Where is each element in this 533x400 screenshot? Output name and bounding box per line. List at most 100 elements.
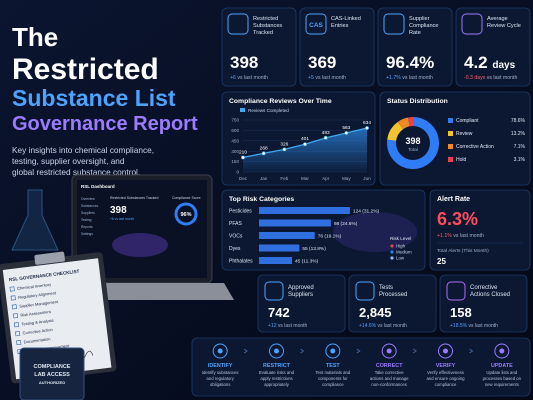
category-label: Phthalates xyxy=(229,259,253,265)
step-desc: Update lists and xyxy=(486,370,517,375)
kpi-label: Compliance xyxy=(409,23,439,29)
kpi-card xyxy=(257,274,346,333)
legend-label: Corrective Action xyxy=(456,144,494,150)
score-ring xyxy=(174,202,198,226)
kpi-value-line: 398 xyxy=(230,53,258,72)
value-label: 76 (19.1%) xyxy=(318,234,342,240)
step-icon xyxy=(381,343,397,359)
kpi-card xyxy=(299,7,375,87)
kpi-value: 398 xyxy=(230,53,258,72)
donut-panel xyxy=(379,91,531,186)
donut-slice xyxy=(386,117,439,169)
category-label: PFAS xyxy=(229,221,242,227)
step-desc: and regulatory xyxy=(206,376,234,381)
kpi-value-line: 369 xyxy=(308,53,336,72)
chart-title: Top Risk Categories xyxy=(229,196,294,203)
step-icon-dot xyxy=(330,348,336,354)
laptop-kpi-label: Restricted Substances Tracked xyxy=(110,196,158,200)
alert-delta-note: vs last month xyxy=(453,233,484,239)
title-line: Substance List xyxy=(12,85,176,111)
kpi-value-line: 96.4% xyxy=(386,53,434,72)
kpi-delta-note: vs last month xyxy=(487,75,518,81)
donut-slice xyxy=(387,121,404,141)
laptop-menu-item: Overview xyxy=(81,197,95,201)
value-label: 7.1% xyxy=(514,144,526,150)
badge xyxy=(19,347,85,400)
laptop-kpi-value: 398 xyxy=(110,205,127,216)
kpi-delta-line: +14.6% vs last month xyxy=(359,323,407,329)
kpi-value: 96.4% xyxy=(386,53,434,72)
kpi-value: 4.2 xyxy=(464,53,492,72)
line-point xyxy=(282,147,287,152)
kpi-value: 2,845 xyxy=(359,305,392,320)
step-desc: and ensure ongoing xyxy=(427,376,466,381)
kpi-value-line: 4.2 days xyxy=(464,53,516,72)
step-desc: Verify effectiveness xyxy=(427,370,464,375)
data-label: 210 xyxy=(239,149,247,155)
kpi-icon xyxy=(264,281,284,301)
alert-delta: +1.1% xyxy=(437,233,453,239)
y-tick-label: 450 xyxy=(231,138,239,143)
kpi-delta-line: +12 vs last month xyxy=(268,323,308,329)
kpi-label: Restricted xyxy=(253,16,278,22)
x-tick-label: Mar xyxy=(301,176,309,181)
value-label: 13.2% xyxy=(511,131,526,137)
step-icon xyxy=(438,343,453,359)
legend-label: Reviews Completed xyxy=(248,108,289,113)
checklist-item: Testing & Analysis xyxy=(21,318,54,327)
data-label: 401 xyxy=(301,136,309,142)
line-point xyxy=(261,151,266,156)
step-desc: appropriately xyxy=(264,382,290,387)
checkbox xyxy=(9,286,15,292)
alert-panel xyxy=(429,189,531,271)
badge-line: LAB ACCESS xyxy=(34,372,70,378)
checkbox xyxy=(13,322,20,328)
kpi-label: Corrective xyxy=(470,285,498,291)
legend-dot xyxy=(390,244,394,248)
kpi-label: Tracked xyxy=(253,30,273,36)
x-tick-label: Jun xyxy=(363,176,371,181)
data-label: 268 xyxy=(260,145,268,151)
category-label: VOCs xyxy=(229,234,243,240)
step-desc: new requirements xyxy=(485,382,519,387)
subtitle-line: testing, supplier oversight, and xyxy=(12,156,125,166)
laptop-menu-item: Suppliers xyxy=(81,211,95,215)
kpi-delta: +1.7% xyxy=(386,75,402,81)
kpi-delta-note: vs last month xyxy=(237,75,268,81)
chart-title: Compliance Reviews Over Time xyxy=(229,98,332,105)
kpi-delta-line: +18.5% vs last month xyxy=(450,323,498,329)
subtitle-line: global restricted substance control. xyxy=(12,167,140,177)
kpi-delta: +6 xyxy=(230,75,237,81)
data-label: 493 xyxy=(322,130,330,136)
donut-center-value: 398 xyxy=(405,136,420,146)
checkbox xyxy=(11,304,17,310)
kpi-delta-note: vs last month xyxy=(469,323,499,329)
step-title: IDENTIFY xyxy=(208,363,233,369)
kpi-label: Supplier xyxy=(409,16,430,22)
data-label: 563 xyxy=(342,125,350,131)
step-icon-dot xyxy=(217,348,223,354)
step-icon-dot xyxy=(499,348,505,354)
value-label: 3.1% xyxy=(514,157,526,163)
kpi-card xyxy=(377,7,453,87)
bar xyxy=(259,232,315,239)
step-desc: apply restrictions xyxy=(260,376,292,381)
step-title: TEST xyxy=(326,363,340,369)
kpi-label: Average xyxy=(487,16,508,22)
kpi-delta-note: vs last month xyxy=(315,75,346,81)
kpi-label: Tests xyxy=(379,285,393,291)
kpi-label: Actions Closed xyxy=(470,292,510,298)
value-label: 45 (11.3%) xyxy=(295,259,319,265)
legend-dot xyxy=(390,250,394,254)
bar xyxy=(259,244,300,252)
step-icon xyxy=(269,343,284,359)
badge-line: AUTHORIZED xyxy=(39,380,65,385)
step-arrow xyxy=(356,348,361,354)
subtitle-line: Key insights into chemical compliance, xyxy=(12,145,154,155)
kpi-icon xyxy=(446,281,466,301)
step-arrow xyxy=(300,348,305,354)
step-desc: compliance xyxy=(435,382,457,387)
line-point xyxy=(323,135,328,140)
step-title: CORRECT xyxy=(376,363,403,369)
